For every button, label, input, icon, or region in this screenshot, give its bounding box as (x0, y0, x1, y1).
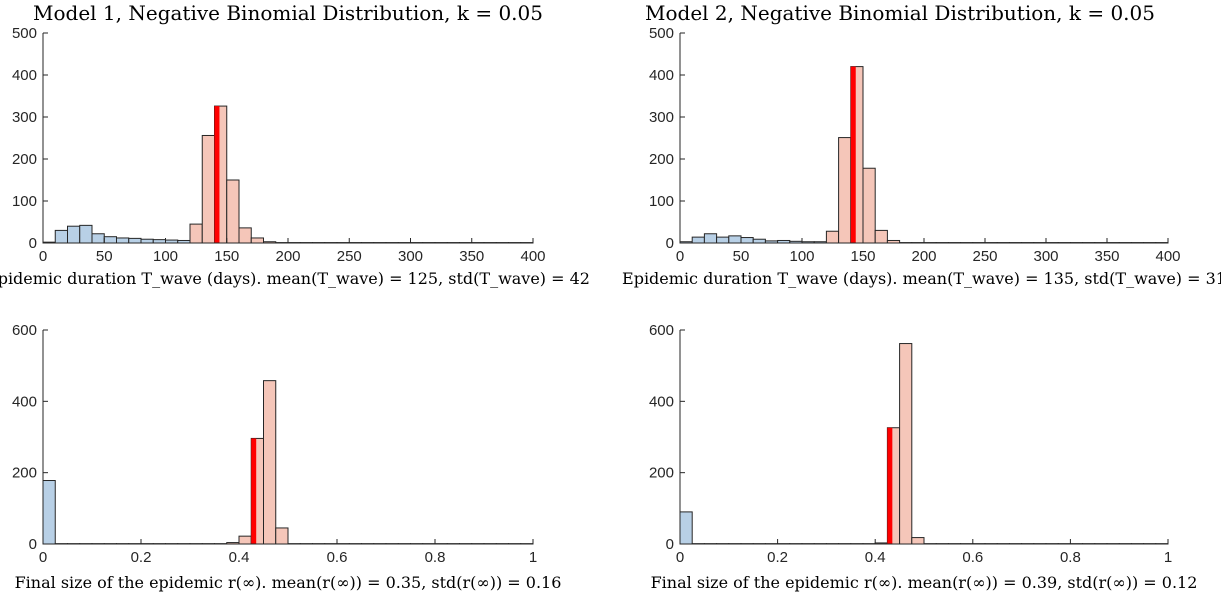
x-tick-label: 1 (529, 549, 537, 566)
x-tick-label: 150 (850, 248, 875, 265)
x-tick-label: 100 (153, 248, 178, 265)
histogram-bar (79, 224, 93, 244)
x-tick-label: 150 (214, 248, 239, 265)
y-tick-label: 200 (12, 151, 37, 168)
histogram-bar (275, 527, 289, 545)
histogram-bar (54, 229, 68, 244)
y-tick-label: 600 (649, 322, 674, 339)
y-tick-label: 500 (12, 25, 37, 42)
chart-title: Model 1, Negative Binomial Distribution,… (33, 1, 543, 25)
histogram-bar (691, 236, 705, 244)
x-tick-label: 250 (337, 248, 362, 265)
histogram-bar (825, 230, 840, 244)
y-tick-label: 400 (12, 67, 37, 84)
y-tick-label: 200 (649, 465, 674, 482)
y-tick-label: 600 (12, 322, 37, 339)
y-tick-label: 0 (666, 235, 674, 252)
histogram-bar (238, 227, 252, 244)
histogram-bar (740, 237, 754, 244)
x-tick-label: 0 (676, 549, 684, 566)
histogram-bar (152, 239, 166, 244)
x-tick-label: 50 (96, 248, 113, 265)
x-tick-label: 350 (1094, 248, 1119, 265)
histogram-bar (679, 511, 693, 545)
y-tick-label: 400 (649, 67, 674, 84)
histogram-bar (103, 236, 117, 244)
x-tick-label: 200 (911, 248, 936, 265)
chart-panel-top-right: 0 50 100 150 200 250 300 350 400 0 100 200 300 400 500… (622, 1, 1221, 288)
histogram-bar (67, 225, 81, 244)
histogram-bar (238, 535, 252, 545)
y-tick-label: 0 (666, 536, 674, 553)
x-tick-label: 200 (275, 248, 300, 265)
mean-line (887, 427, 893, 544)
x-tick-label: 0.6 (962, 549, 983, 566)
y-tick-label: 500 (649, 25, 674, 42)
histogram-bar (899, 343, 913, 545)
x-tick-label: 0.4 (229, 549, 250, 566)
histogram-bar (91, 233, 105, 244)
y-tick-label: 300 (649, 109, 674, 126)
histogram-bar (116, 237, 130, 244)
chart-title: Model 2, Negative Binomial Distribution,… (645, 1, 1155, 25)
y-tick-label: 300 (12, 109, 37, 126)
mean-line (214, 106, 220, 243)
x-tick-label: 50 (733, 248, 750, 265)
histogram-bar (838, 137, 852, 244)
histogram-bar (226, 179, 240, 244)
y-tick-label: 100 (649, 193, 674, 210)
histogram-bar (862, 167, 876, 244)
x-tick-label: 0 (39, 549, 47, 566)
histogram-bar (189, 223, 203, 244)
histogram-bar (140, 238, 154, 244)
y-tick-label: 200 (649, 151, 674, 168)
histogram-bar (128, 237, 142, 244)
histogram-bar (911, 537, 925, 545)
x-axis-label: Final size of the epidemic r(∞). mean(r(… (651, 573, 1198, 592)
histogram-bar (703, 233, 718, 244)
histogram-bar (201, 134, 215, 244)
y-tick-label: 400 (649, 393, 674, 410)
histogram-bar (42, 480, 56, 545)
x-tick-label: 100 (789, 248, 814, 265)
chart-panel-bottom-right: 0 0.2 0.4 0.6 0.8 1 0 200 400 600 Final size of th… (649, 322, 1197, 592)
histogram-bar (716, 236, 730, 244)
x-tick-label: 400 (520, 248, 545, 265)
x-tick-label: 0.8 (1060, 549, 1081, 566)
y-tick-label: 200 (12, 465, 37, 482)
x-tick-label: 0.4 (865, 549, 886, 566)
mean-line (251, 438, 257, 544)
mean-line (850, 66, 856, 243)
x-tick-label: 350 (459, 248, 484, 265)
histogram-bar (874, 229, 888, 244)
y-tick-label: 0 (29, 235, 37, 252)
chart-panel-top-left: 0 50 100 150 200 250 300 350 400 0 100 200 300 400 500… (0, 1, 590, 288)
x-tick-label: 1 (1164, 549, 1172, 566)
x-tick-label: 0.2 (131, 549, 152, 566)
x-tick-label: 0 (39, 248, 47, 265)
x-axis-label: Epidemic duration T_wave (days). mean(T_… (0, 269, 590, 288)
x-tick-label: 400 (1155, 248, 1180, 265)
x-tick-label: 0.8 (425, 549, 446, 566)
x-tick-label: 300 (398, 248, 423, 265)
histogram-bar (263, 380, 277, 545)
y-tick-label: 0 (29, 536, 37, 553)
histogram-bar (250, 237, 264, 244)
y-tick-label: 400 (12, 393, 37, 410)
x-tick-label: 250 (972, 248, 997, 265)
x-axis-label: Epidemic duration T_wave (days). mean(T_… (622, 269, 1221, 288)
histogram-bar (752, 238, 766, 244)
histogram-bar (728, 235, 742, 244)
y-tick-label: 100 (12, 193, 37, 210)
x-axis-label: Final size of the epidemic r(∞). mean(r(… (15, 573, 562, 592)
chart-panel-bottom-left: 0 0.2 0.4 0.6 0.8 1 0 200 400 600 Final size of th… (12, 322, 561, 592)
x-tick-label: 0 (676, 248, 684, 265)
x-tick-label: 0.6 (327, 549, 348, 566)
x-tick-label: 300 (1033, 248, 1058, 265)
x-tick-label: 0.2 (767, 549, 788, 566)
